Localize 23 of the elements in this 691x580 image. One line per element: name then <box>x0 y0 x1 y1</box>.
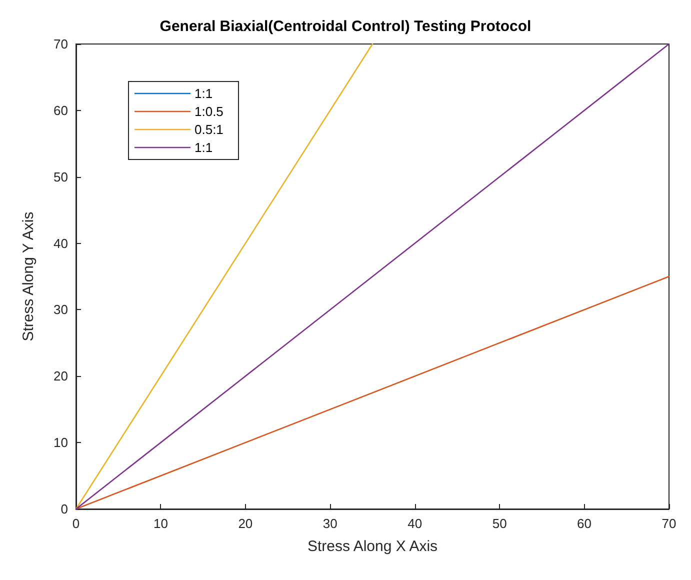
x-tick-label: 60 <box>577 516 592 531</box>
legend-label: 1:0.5 <box>194 104 224 119</box>
x-tick-label: 40 <box>408 516 422 531</box>
y-tick-label: 30 <box>54 302 68 318</box>
y-tick-label: 20 <box>54 368 68 384</box>
y-tick-label: 0 <box>60 502 68 516</box>
y-axis-title: Stress Along Y Axis <box>20 212 37 342</box>
x-tick-label: 0 <box>72 516 80 531</box>
legend-label: 1:1 <box>194 86 213 101</box>
y-tick-label: 40 <box>54 236 68 251</box>
legend-label: 0.5:1 <box>194 122 224 137</box>
x-axis-title: Stress Along X Axis <box>307 538 438 555</box>
x-tick-label: 20 <box>238 516 253 531</box>
x-tick-label: 50 <box>492 516 507 531</box>
legend-label: 1:1 <box>194 140 213 155</box>
y-tick-label: 50 <box>54 169 68 184</box>
y-tick-label: 10 <box>54 435 68 450</box>
y-tick-label: 70 <box>54 36 68 52</box>
x-tick-label: 30 <box>322 516 338 531</box>
y-tick-label: 60 <box>54 102 68 118</box>
x-tick-label: 10 <box>153 516 168 531</box>
chart-title: General Biaxial(Centroidal Control) Testing Protocol <box>160 18 532 35</box>
x-tick-label: 70 <box>662 516 676 531</box>
